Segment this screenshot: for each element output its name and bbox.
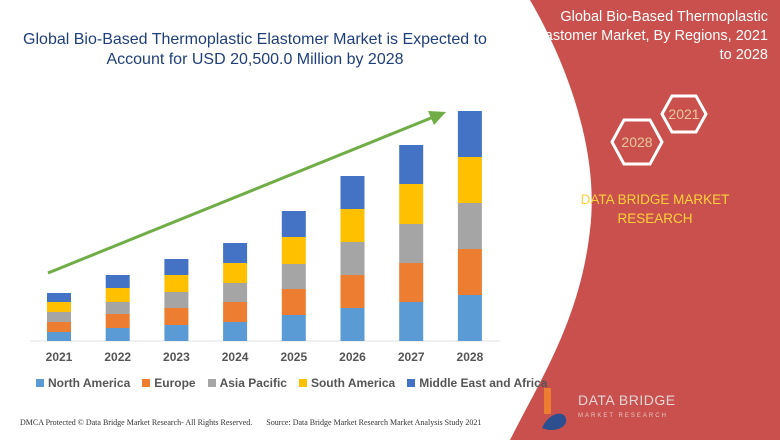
legend-swatch (142, 379, 151, 387)
bar-segment-2022-2 (105, 302, 130, 314)
dmca-notice: DMCA Protected © Data Bridge Market Rese… (20, 418, 253, 427)
data-bridge-logo: DATA BRIDGE MARKET RESEARCH (540, 388, 675, 437)
trend-arrow (47, 114, 437, 275)
logo-subtext: MARKET RESEARCH (578, 413, 668, 419)
bar-segment-2021-4 (47, 293, 71, 302)
x-tick-label: 2021 (46, 350, 73, 364)
legend-item: North America (36, 376, 130, 390)
bar-segment-2022-3 (105, 288, 130, 302)
bar-segment-2022-4 (105, 275, 130, 288)
legend-swatch (36, 379, 44, 387)
bar-segment-2026-3 (340, 209, 365, 242)
bar-segment-2024-4 (223, 243, 248, 263)
bar-segment-2023-0 (164, 325, 189, 341)
bar-segment-2028-4 (457, 111, 482, 157)
bar-segment-2026-4 (340, 176, 365, 209)
bar-segment-2024-1 (223, 302, 248, 322)
bar-segment-2027-2 (399, 224, 424, 263)
page-title: Global Bio-Based Thermoplastic Elastomer… (23, 31, 487, 68)
x-tick-label: 2028 (457, 350, 484, 364)
legend-swatch (207, 379, 216, 387)
bar-segment-2025-0 (281, 315, 306, 341)
bar-segment-2022-1 (105, 314, 130, 328)
bar-segment-2023-4 (164, 259, 189, 275)
bar-segment-2028-3 (457, 157, 482, 203)
legend-label: Asia Pacific (219, 376, 287, 390)
bar-segment-2023-2 (164, 292, 189, 308)
bar-segment-2027-0 (399, 302, 424, 341)
logo-text: DATA BRIDGE (578, 392, 676, 408)
bar-segment-2026-1 (340, 275, 365, 308)
legend-item: Middle East and Africa (407, 376, 547, 390)
footer: DMCA Protected © Data Bridge Market Rese… (20, 418, 510, 428)
bar-segment-2027-3 (399, 184, 424, 224)
source-note: Source: Data Bridge Market Research Mark… (266, 418, 482, 427)
legend-label: North America (48, 376, 131, 390)
bar-segment-2025-1 (281, 289, 306, 315)
bar-segment-2026-2 (340, 242, 365, 275)
x-tick-label: 2024 (222, 350, 249, 364)
brand-text: DATA BRIDGE MARKET RESEARCH (580, 192, 730, 226)
bar-segment-2028-0 (457, 295, 482, 341)
legend-label: Middle East and Africa (419, 376, 548, 390)
bar-segment-2023-3 (164, 275, 189, 292)
bar-segment-2026-0 (340, 308, 365, 341)
bar-segment-2021-3 (47, 302, 71, 312)
hexagon-2028 (610, 118, 664, 166)
bar-segment-2024-0 (223, 322, 248, 341)
hexagon-2021 (660, 94, 708, 134)
x-tick-label: 2023 (163, 350, 190, 364)
legend-label: Europe (154, 376, 196, 390)
bar-segment-2025-2 (281, 264, 306, 289)
side-panel-title: Global Bio-Based Thermoplastic Elastomer… (531, 9, 768, 63)
side-panel (510, 0, 780, 440)
hex-label-end: 2028 (621, 134, 653, 150)
x-tick-label: 2026 (339, 350, 366, 364)
bar-segment-2025-3 (281, 237, 306, 264)
stacked-bar-chart: 2021 2022 2023 2024 2025 2026 2027 2028 (30, 111, 500, 364)
bar-segment-2028-2 (457, 203, 482, 249)
legend-label: South America (310, 376, 396, 390)
bar-segment-2022-0 (105, 328, 130, 341)
bar-segment-2021-2 (47, 312, 71, 322)
legend-item: Europe (142, 376, 196, 390)
legend-swatch (298, 379, 307, 387)
bar-segment-2027-4 (399, 145, 424, 184)
x-tick-label: 2025 (280, 350, 307, 364)
x-tick-label: 2022 (104, 350, 131, 364)
logo-icon (542, 388, 567, 430)
x-tick-label: 2027 (398, 350, 425, 364)
legend: North America Europe Asia Pacific South Ame… (36, 376, 547, 390)
bar-segment-2023-1 (164, 308, 189, 325)
hex-label-start: 2021 (668, 106, 700, 122)
bar-segment-2027-1 (399, 263, 424, 302)
bar-segment-2024-3 (223, 263, 248, 283)
legend-item: South America (298, 376, 396, 390)
legend-swatch (407, 379, 416, 387)
trend-arrow-head (428, 111, 446, 125)
bar-segment-2021-0 (47, 332, 71, 341)
bar-segment-2021-1 (47, 322, 71, 332)
bar-segment-2024-2 (223, 283, 248, 302)
bar-segment-2025-4 (281, 211, 306, 237)
legend-item: Asia Pacific (207, 376, 287, 390)
bar-segment-2028-1 (457, 249, 482, 295)
